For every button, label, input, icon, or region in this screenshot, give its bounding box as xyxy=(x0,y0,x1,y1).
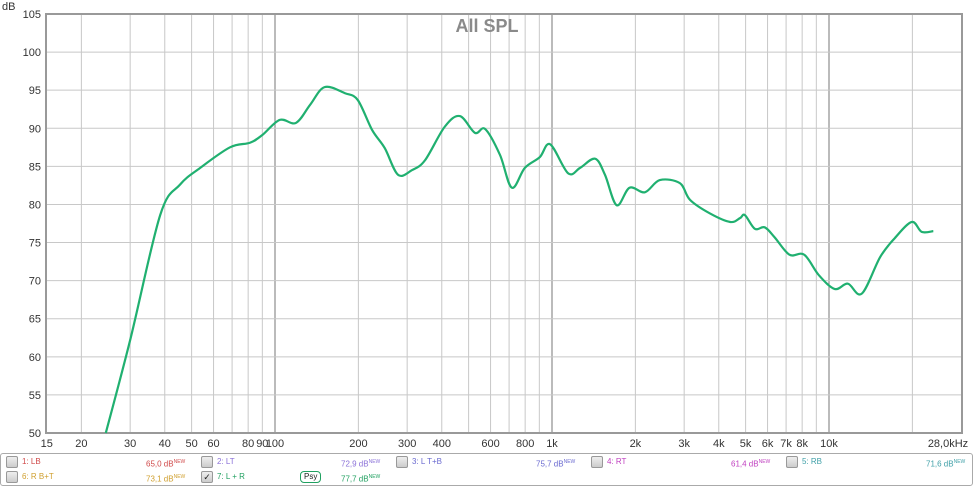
legend: 1: LB 65,0 dBNEW 2: LT 72,9 dBNEW 3: L T+B 75… xyxy=(0,453,973,486)
x-tick-label: 28,0kHz xyxy=(928,438,968,450)
legend-item[interactable]: 6: R B+T xyxy=(6,470,54,484)
y-tick-label: 65 xyxy=(29,314,41,326)
x-tick-label: 80 xyxy=(242,438,254,450)
x-tick-label: 600 xyxy=(481,438,499,450)
legend-value: 77,7 dBNEW xyxy=(341,470,380,484)
legend-value: 65,0 dBNEW xyxy=(146,455,185,469)
x-tick-label: 7k xyxy=(780,438,792,450)
legend-value-suffix: NEW xyxy=(173,459,186,465)
legend-item[interactable]: 5: RB xyxy=(786,455,822,469)
legend-checkbox[interactable] xyxy=(786,455,798,468)
x-tick-label: 10k xyxy=(820,438,838,450)
legend-checkbox[interactable] xyxy=(6,455,18,468)
y-tick-label: 90 xyxy=(29,123,41,135)
series-line-l-plus-r xyxy=(104,85,934,434)
x-tick-label: 1k xyxy=(546,438,558,450)
psy-smoothing-badge[interactable]: Psy xyxy=(300,471,322,483)
x-tick-label: 30 xyxy=(124,438,136,450)
legend-value: 61,4 dBNEW xyxy=(731,455,770,469)
legend-value: 72,9 dBNEW xyxy=(341,455,380,469)
x-tick-label: 400 xyxy=(433,438,451,450)
x-tick-label: 20 xyxy=(75,438,87,450)
y-tick-label: 105 xyxy=(23,9,41,21)
y-tick-label: 70 xyxy=(29,276,41,288)
legend-item[interactable]: ✓ 7: L + R xyxy=(201,470,245,484)
legend-value-suffix: NEW xyxy=(368,459,381,465)
legend-label: 5: RB xyxy=(802,457,823,466)
x-tick-label: 100 xyxy=(266,438,284,450)
x-tick-label: 15 xyxy=(41,438,53,450)
legend-value-suffix: NEW xyxy=(953,459,966,465)
spl-chart: 50 55 60 65 70 75 80 85 90 95 100 105 15 20 30 40 50 60 80… xyxy=(2,1,969,450)
legend-label: 3: L T+B xyxy=(412,457,443,466)
legend-label: 7: L + R xyxy=(217,472,245,481)
legend-value-text: 61,4 dB xyxy=(731,459,759,469)
legend-checkbox[interactable] xyxy=(201,455,213,468)
legend-value-text: 72,9 dB xyxy=(341,459,369,469)
legend-checkbox[interactable]: ✓ xyxy=(201,470,213,483)
legend-label: 2: LT xyxy=(217,457,235,466)
x-tick-label: 2k xyxy=(630,438,642,450)
legend-checkbox[interactable] xyxy=(396,455,408,468)
y-axis-label: dB xyxy=(2,1,15,13)
y-tick-label: 55 xyxy=(29,390,41,402)
x-tick-label: 200 xyxy=(349,438,367,450)
legend-item[interactable]: 3: L T+B xyxy=(396,455,442,469)
legend-item[interactable]: 4: RT xyxy=(591,455,626,469)
y-tick-label: 50 xyxy=(29,428,41,440)
x-tick-label: 4k xyxy=(713,438,725,450)
x-tick-label: 50 xyxy=(185,438,197,450)
x-tick-label: 8k xyxy=(796,438,808,450)
legend-value: 73,1 dBNEW xyxy=(146,470,185,484)
legend-value-suffix: NEW xyxy=(368,474,381,480)
x-tick-label: 3k xyxy=(678,438,690,450)
legend-value-text: 75,7 dB xyxy=(536,459,564,469)
x-tick-label: 800 xyxy=(516,438,534,450)
legend-label: 1: LB xyxy=(22,457,41,466)
legend-value-suffix: NEW xyxy=(173,474,186,480)
legend-checkbox[interactable] xyxy=(591,455,603,468)
chart-title: All SPL xyxy=(455,16,518,36)
legend-value-text: 65,0 dB xyxy=(146,459,174,469)
y-tick-label: 95 xyxy=(29,85,41,97)
legend-value-suffix: NEW xyxy=(758,459,771,465)
y-tick-label: 75 xyxy=(29,238,41,250)
x-tick-label: 6k xyxy=(762,438,774,450)
legend-value-text: 71,6 dB xyxy=(926,459,954,469)
tick-labels: 50 55 60 65 70 75 80 85 90 95 100 105 15 20 30 40 50 60 80… xyxy=(23,9,969,450)
plot-frame xyxy=(45,13,963,434)
y-tick-label: 85 xyxy=(29,161,41,173)
legend-value: 71,6 dBNEW xyxy=(926,455,965,469)
x-tick-label: 5k xyxy=(740,438,752,450)
legend-label: 6: R B+T xyxy=(22,472,54,481)
legend-value: 75,7 dBNEW xyxy=(536,455,575,469)
legend-label: 4: RT xyxy=(607,457,627,466)
x-tick-label: 300 xyxy=(398,438,416,450)
legend-value-text: 73,1 dB xyxy=(146,474,174,484)
legend-checkbox[interactable] xyxy=(6,470,18,483)
legend-value-suffix: NEW xyxy=(563,459,576,465)
y-tick-label: 80 xyxy=(29,199,41,211)
legend-item[interactable]: 2: LT xyxy=(201,455,235,469)
legend-value-text: 77,7 dB xyxy=(341,474,369,484)
x-tick-label: 90 xyxy=(256,438,268,450)
x-tick-label: 40 xyxy=(159,438,171,450)
grid xyxy=(45,13,963,434)
y-tick-label: 60 xyxy=(29,352,41,364)
y-tick-label: 100 xyxy=(23,47,41,59)
x-tick-label: 60 xyxy=(207,438,219,450)
legend-item[interactable]: 1: LB xyxy=(6,455,41,469)
